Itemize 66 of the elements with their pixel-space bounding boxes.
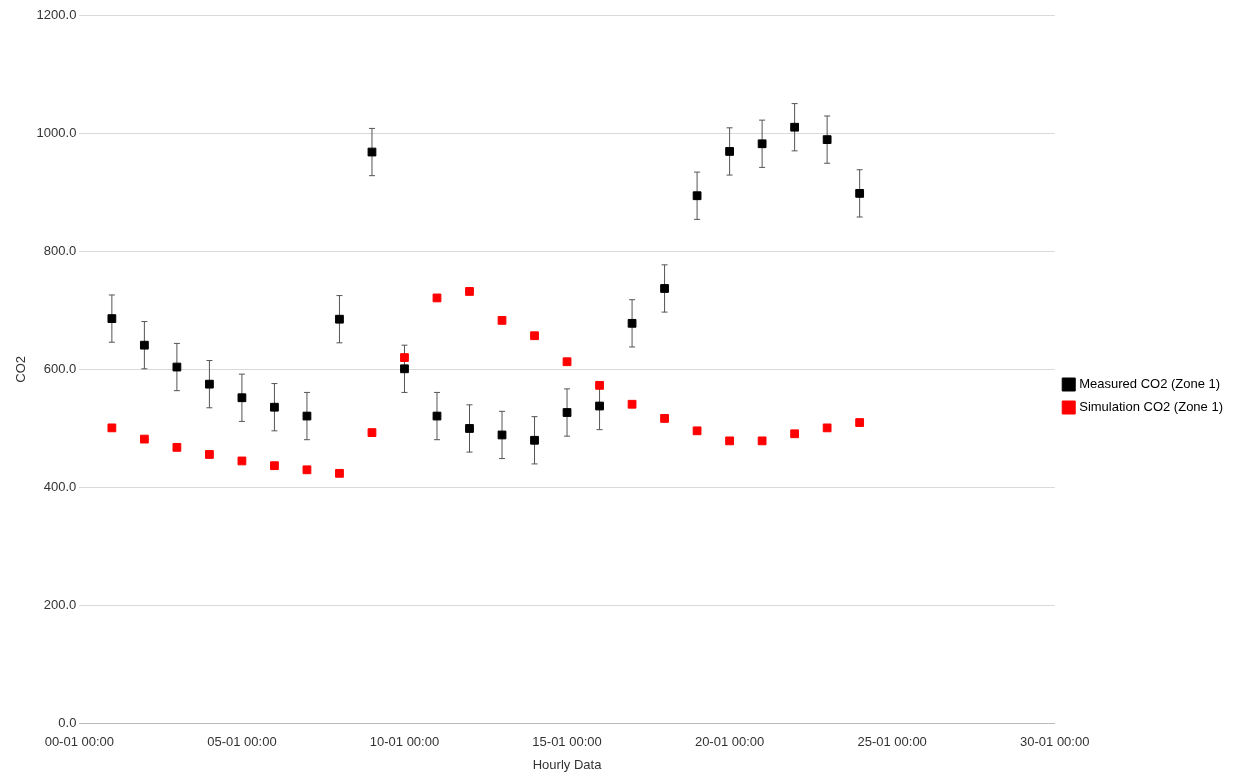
x-axis-title: Hourly Data — [532, 756, 603, 772]
point — [692, 426, 702, 436]
point — [302, 411, 312, 421]
point — [790, 122, 800, 132]
point — [237, 393, 247, 403]
point — [530, 331, 539, 341]
point — [237, 456, 247, 466]
y-axis-title: CO2 — [13, 356, 29, 383]
point — [595, 380, 604, 390]
point — [140, 340, 149, 350]
point — [432, 411, 442, 421]
point — [627, 318, 637, 328]
point — [497, 315, 507, 325]
point — [205, 450, 214, 459]
y-tick-label: 0.0 — [58, 715, 77, 731]
point — [660, 284, 669, 293]
point — [205, 379, 214, 389]
point — [335, 468, 344, 478]
x-tick-label: 10-01 00:00 — [369, 734, 440, 750]
y-tick-label: 1000.0 — [36, 124, 77, 140]
point — [367, 428, 377, 437]
x-tick-label: 30-01 00:00 — [1020, 734, 1090, 750]
x-tick-label: 20-01 00:00 — [694, 734, 765, 750]
y-tick-label: 800.0 — [43, 242, 77, 258]
point — [400, 353, 409, 362]
point — [172, 362, 182, 372]
x-tick-label: 05-01 00:00 — [207, 734, 277, 750]
point — [497, 430, 507, 440]
y-tick-label: 400.0 — [43, 479, 77, 495]
point — [270, 402, 279, 412]
point — [822, 135, 832, 145]
y-tick-label: 200.0 — [43, 597, 77, 613]
y-tick-label: 600.0 — [43, 360, 77, 376]
point — [790, 429, 800, 439]
legend-label: Simulation CO2 (Zone 1) — [1079, 399, 1223, 415]
legend-label: Measured CO2 (Zone 1) — [1079, 376, 1221, 392]
point — [270, 461, 279, 471]
x-tick-label: 15-01 00:00 — [532, 734, 602, 750]
y-tick-label: 1200.0 — [36, 6, 77, 22]
point — [562, 357, 572, 367]
point — [367, 147, 377, 157]
point — [757, 139, 767, 149]
point — [595, 401, 604, 411]
point — [335, 314, 344, 324]
point — [172, 442, 182, 452]
point — [725, 147, 734, 156]
point — [692, 191, 702, 201]
point — [660, 414, 669, 423]
point — [530, 435, 539, 445]
point — [140, 434, 149, 444]
point — [855, 188, 865, 198]
point — [822, 423, 832, 433]
x-tick-label: 25-01 00:00 — [857, 734, 927, 750]
point — [107, 314, 117, 323]
point — [757, 436, 767, 446]
point — [400, 364, 409, 374]
point — [465, 287, 474, 296]
x-tick-label: 00-01 00:00 — [44, 734, 115, 750]
point — [432, 293, 442, 303]
point — [302, 465, 312, 475]
point — [107, 423, 117, 433]
point — [562, 408, 572, 417]
point — [465, 424, 474, 433]
point — [855, 418, 865, 427]
point — [725, 436, 734, 446]
point — [627, 399, 637, 409]
